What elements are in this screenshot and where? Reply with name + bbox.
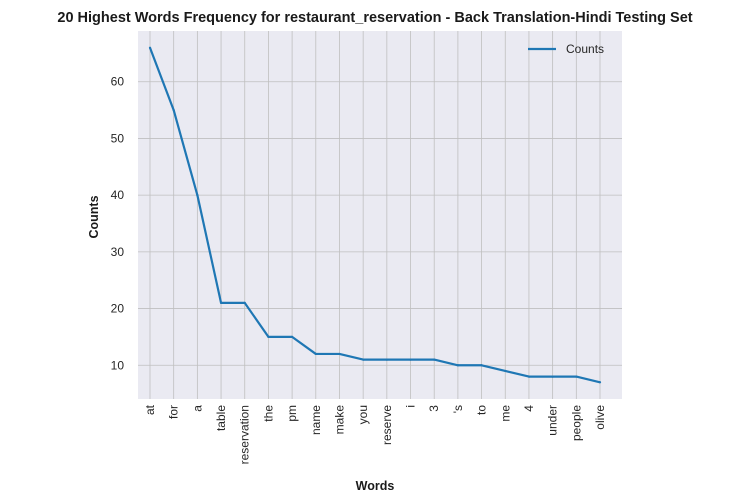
- grid-lines: [138, 31, 622, 399]
- x-tick-label: i: [404, 405, 418, 408]
- y-tick-label: 40: [111, 188, 125, 202]
- plot-area: [138, 31, 622, 399]
- series-line-counts: [148, 47, 601, 384]
- x-tick-label: at: [143, 404, 157, 415]
- y-axis-ticks: 10 20 30 40 50 60: [111, 75, 125, 373]
- x-tick-label: for: [167, 405, 181, 419]
- x-tick-label: 3: [427, 405, 441, 412]
- y-tick-label: 30: [111, 245, 125, 259]
- data-point-people: [575, 375, 578, 378]
- y-tick-label: 50: [111, 131, 125, 145]
- x-tick-label: pm: [285, 405, 299, 422]
- y-tick-label: 10: [111, 358, 125, 372]
- x-tick-label: name: [309, 405, 323, 435]
- x-tick-label: reservation: [238, 405, 252, 464]
- data-point-to: [480, 364, 483, 367]
- x-tick-label: the: [261, 405, 275, 422]
- x-tick-label: table: [214, 405, 228, 431]
- data-point-make: [338, 352, 341, 356]
- data-point-4: [527, 375, 531, 378]
- data-point-me: [504, 369, 507, 373]
- data-point-for: [172, 109, 175, 112]
- data-point-s: [456, 364, 459, 367]
- x-tick-label: to: [475, 405, 489, 415]
- data-point-reservation: [243, 301, 246, 304]
- x-tick-label: you: [356, 405, 370, 424]
- data-point-a: [196, 194, 199, 197]
- x-tick-label: people: [569, 405, 583, 441]
- chart-title: 20 Highest Words Frequency for restauran…: [57, 10, 692, 26]
- x-tick-label: olive: [593, 405, 607, 430]
- x-tick-label: a: [190, 405, 204, 412]
- data-point-at: [148, 46, 152, 49]
- x-tick-label: make: [332, 405, 346, 435]
- data-point-table: [219, 301, 223, 304]
- data-point-reserve: [385, 358, 388, 361]
- data-points: [148, 46, 602, 384]
- data-point-under: [551, 375, 554, 378]
- data-point-pm: [291, 335, 294, 339]
- x-tick-label: under: [546, 405, 560, 436]
- data-point-i: [409, 358, 412, 361]
- y-tick-label: 20: [111, 302, 125, 316]
- y-tick-label: 60: [111, 75, 125, 89]
- x-tick-label: me: [498, 405, 512, 422]
- x-axis-label: Words: [356, 479, 395, 493]
- data-point-name: [314, 352, 317, 356]
- legend-label: Counts: [566, 42, 604, 56]
- legend: Counts: [528, 42, 604, 56]
- x-axis-ticks: at for a table reservation the pm name make you re…: [143, 404, 607, 464]
- x-tick-label: 's: [451, 405, 465, 413]
- data-point-you: [362, 358, 365, 361]
- x-tick-label: 4: [522, 405, 536, 412]
- y-axis-label: Counts: [87, 195, 101, 238]
- data-point-3: [433, 358, 436, 361]
- x-tick-label: reserve: [380, 405, 394, 445]
- data-point-the: [267, 335, 270, 339]
- data-point-olive: [598, 381, 602, 384]
